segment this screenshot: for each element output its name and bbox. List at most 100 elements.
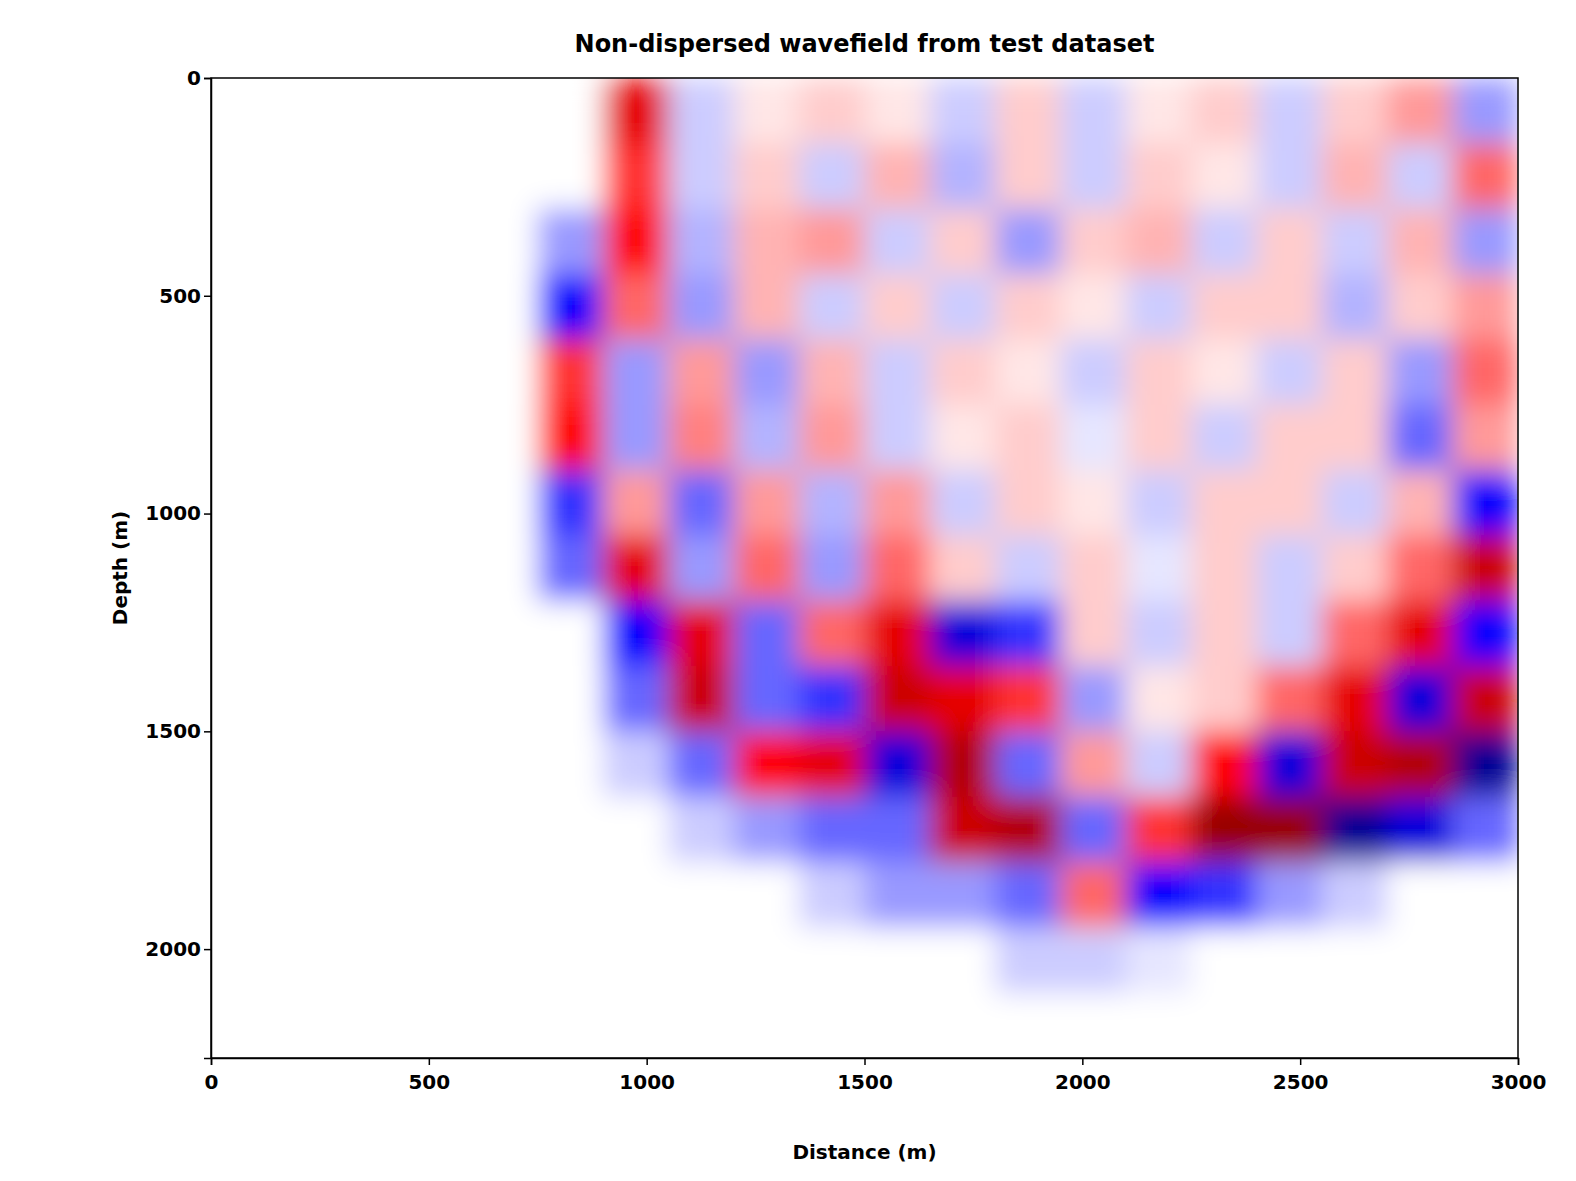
cell: [799, 470, 865, 536]
cell: [1387, 731, 1453, 797]
cell: [211, 78, 277, 144]
cell: [1061, 209, 1127, 275]
cell: [342, 601, 408, 667]
cell: [1387, 274, 1453, 340]
cell: [930, 339, 996, 405]
cell: [538, 666, 604, 732]
cell: [865, 927, 931, 993]
cell: [734, 339, 800, 405]
cell: [930, 470, 996, 536]
cell: [734, 535, 800, 601]
cell: [930, 209, 996, 275]
cell: [799, 339, 865, 405]
cell: [472, 862, 538, 928]
cell: [538, 797, 604, 863]
cell: [276, 862, 342, 928]
cell: [603, 209, 669, 275]
cell: [276, 731, 342, 797]
cell: [1191, 339, 1257, 405]
cell: [407, 993, 473, 1058]
cell: [668, 797, 734, 863]
cell: [930, 731, 996, 797]
cell: [668, 601, 734, 667]
cell: [407, 274, 473, 340]
cell: [995, 339, 1061, 405]
cell: [342, 78, 408, 144]
cell: [538, 731, 604, 797]
cell: [211, 666, 277, 732]
y-axis-title: Depth (m): [108, 511, 132, 625]
y-tick-mark: [204, 78, 211, 80]
cell: [1322, 862, 1388, 928]
cell: [668, 143, 734, 209]
cell: [865, 78, 931, 144]
cell: [538, 470, 604, 536]
cell: [799, 78, 865, 144]
cell: [603, 731, 669, 797]
cell: [930, 862, 996, 928]
cell: [799, 927, 865, 993]
cell: [342, 535, 408, 601]
cell: [276, 339, 342, 405]
cell: [799, 143, 865, 209]
cell: [734, 666, 800, 732]
cell: [472, 78, 538, 144]
cell: [799, 993, 865, 1058]
cell: [407, 143, 473, 209]
cell: [1322, 601, 1388, 667]
cell: [1061, 666, 1127, 732]
y-tick-mark: [204, 513, 211, 515]
cell: [734, 78, 800, 144]
cell: [538, 143, 604, 209]
cell: [1191, 601, 1257, 667]
cell: [1257, 274, 1323, 340]
cell: [1061, 405, 1127, 471]
cell: [407, 78, 473, 144]
cell: [930, 601, 996, 667]
cell: [1257, 209, 1323, 275]
y-tick-mark: [204, 731, 211, 733]
cell: [603, 274, 669, 340]
cell: [1061, 535, 1127, 601]
cell: [799, 862, 865, 928]
cell: [1126, 797, 1192, 863]
cell: [407, 731, 473, 797]
cell: [668, 78, 734, 144]
cell: [865, 601, 931, 667]
cell: [1257, 143, 1323, 209]
cell: [668, 405, 734, 471]
cell: [1387, 666, 1453, 732]
cell: [1191, 405, 1257, 471]
cell: [211, 927, 277, 993]
cell: [734, 601, 800, 667]
cell: [799, 731, 865, 797]
cell: [603, 535, 669, 601]
cell: [1257, 993, 1323, 1058]
cell: [1453, 797, 1518, 863]
cell: [211, 274, 277, 340]
cell: [865, 143, 931, 209]
cell: [1126, 339, 1192, 405]
cell: [1322, 274, 1388, 340]
cell: [342, 143, 408, 209]
cell: [930, 143, 996, 209]
cell: [211, 862, 277, 928]
cell: [1453, 209, 1518, 275]
cell: [472, 927, 538, 993]
cell: [865, 862, 931, 928]
cell: [734, 143, 800, 209]
cell: [407, 470, 473, 536]
cell: [276, 535, 342, 601]
cell: [1191, 470, 1257, 536]
x-tick-mark: [429, 1058, 431, 1065]
cell: [342, 405, 408, 471]
cell: [930, 405, 996, 471]
cell: [995, 535, 1061, 601]
cell: [472, 470, 538, 536]
cell: [603, 143, 669, 209]
title: Non-dispersed wavefield from test datase…: [575, 30, 1155, 58]
cell: [407, 601, 473, 667]
cell: [865, 274, 931, 340]
cell: [1322, 339, 1388, 405]
cell: [995, 209, 1061, 275]
